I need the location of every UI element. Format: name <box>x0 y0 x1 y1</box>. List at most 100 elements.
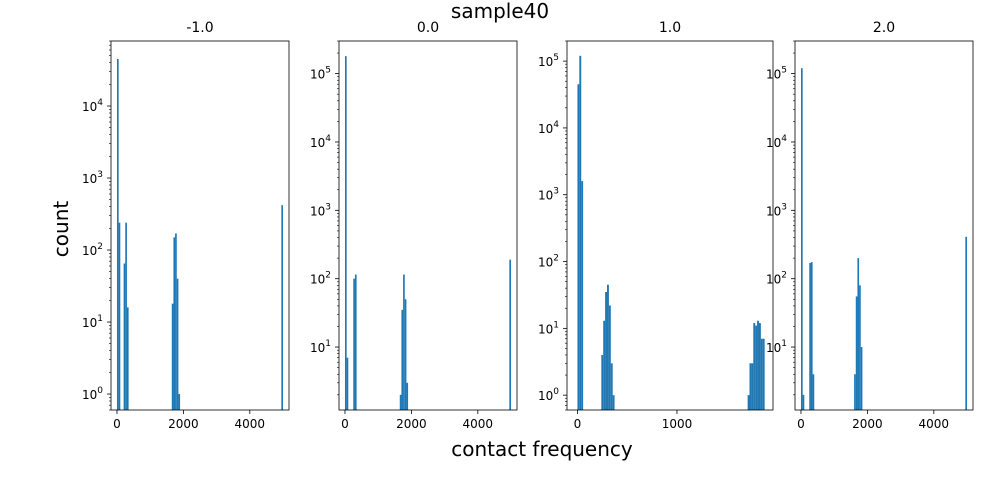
histogram-bar <box>118 222 121 410</box>
histogram-bar <box>603 320 606 410</box>
histogram-bar <box>755 325 758 410</box>
histogram-bar <box>753 323 756 410</box>
subplots: -1.0 0 2000 4000 100 101 102 103 104 0.0 0 2000 4000… <box>82 20 974 431</box>
histogram-bar <box>607 284 609 410</box>
x-tick-label: 2000 <box>852 417 883 431</box>
histogram-bar <box>577 84 580 410</box>
histogram-bar <box>751 363 754 410</box>
histogram-bar <box>608 305 611 410</box>
axes-frame <box>110 40 290 411</box>
histogram-bar <box>125 222 127 410</box>
x-tick-label: 0 <box>574 417 582 431</box>
histogram-bar <box>812 374 815 410</box>
histogram-bar <box>175 233 177 410</box>
histogram-bar <box>857 258 860 410</box>
histogram-bar <box>810 262 813 410</box>
histogram-bar <box>399 394 402 410</box>
histogram-bar <box>749 363 752 410</box>
y-tick-label: 105 <box>538 53 559 69</box>
histogram-bar <box>612 395 615 410</box>
x-tick-label: 0 <box>113 417 121 431</box>
histogram-bar <box>178 394 181 410</box>
y-tick-label: 101 <box>310 339 331 355</box>
y-tick-label: 104 <box>82 98 103 114</box>
histogram-bar <box>171 303 174 410</box>
histogram-bar <box>401 309 404 410</box>
histogram-bar <box>173 237 176 410</box>
histogram-bar <box>965 236 968 410</box>
histogram-bar <box>176 278 179 410</box>
subplot-title: 0.0 <box>417 20 439 36</box>
y-tick-label: 101 <box>766 339 787 355</box>
y-tick-label: 105 <box>766 66 787 82</box>
histogram-bar <box>509 259 512 410</box>
subplot-title: 1.0 <box>659 20 681 36</box>
x-tick-label: 0 <box>341 417 349 431</box>
histogram-bar <box>800 68 803 410</box>
histogram-bar <box>126 307 129 410</box>
x-tick-label: 2000 <box>396 417 427 431</box>
x-tick-label: 0 <box>797 417 805 431</box>
x-tick-label: 2000 <box>168 417 199 431</box>
y-tick-label: 104 <box>766 134 787 150</box>
histogram-bar <box>747 395 750 410</box>
histogram-bar <box>610 363 613 410</box>
histogram-bar <box>855 296 858 410</box>
subplot-title: -1.0 <box>186 20 213 36</box>
histogram-bar <box>760 338 763 410</box>
axes-frame <box>566 40 774 411</box>
y-tick-label: 101 <box>82 314 103 330</box>
y-tick-label: 105 <box>310 66 331 82</box>
histogram-bar <box>403 274 405 410</box>
y-tick-label: 102 <box>538 254 559 270</box>
y-tick-label: 103 <box>82 170 103 186</box>
histogram-bar <box>854 374 856 410</box>
histogram-bar <box>354 274 357 410</box>
histogram-bar <box>406 382 409 410</box>
subplot: 2.0 0 2000 4000 101 102 103 104 105 <box>766 20 974 431</box>
y-tick-label: 100 <box>82 386 103 402</box>
y-tick-label: 101 <box>538 320 559 336</box>
y-tick-label: 103 <box>766 202 787 218</box>
subplot: 0.0 0 2000 4000 101 102 103 104 105 <box>310 20 518 431</box>
subplot: -1.0 0 2000 4000 100 101 102 103 104 <box>82 20 290 431</box>
histogram-bar <box>281 205 284 410</box>
y-tick-label: 100 <box>538 387 559 403</box>
subplot: 1.0 0 1000 100 101 102 103 104 105 <box>538 20 774 431</box>
histogram-bar <box>809 262 811 410</box>
x-tick-label: 4000 <box>919 417 950 431</box>
y-axis-label: count <box>49 201 73 258</box>
histogram-bar <box>579 55 582 410</box>
histogram-bar <box>353 278 355 410</box>
histogram-bar <box>802 394 805 410</box>
y-tick-label: 102 <box>82 242 103 258</box>
figure-title: sample40 <box>451 0 549 23</box>
y-tick-label: 104 <box>310 134 331 150</box>
subplot-title: 2.0 <box>873 20 895 36</box>
histogram-bar <box>344 56 347 411</box>
histogram-bar <box>605 292 607 410</box>
histogram-bar <box>758 323 761 410</box>
x-tick-label: 1000 <box>662 417 693 431</box>
y-tick-label: 102 <box>310 271 331 287</box>
x-tick-label: 4000 <box>463 417 494 431</box>
axes-frame <box>794 40 974 411</box>
y-tick-label: 102 <box>766 271 787 287</box>
histogram-bar <box>762 338 765 410</box>
histogram-bar <box>404 299 407 410</box>
histogram-bar <box>757 320 759 410</box>
y-tick-label: 103 <box>538 187 559 203</box>
x-axis-label: contact frequency <box>451 437 633 461</box>
axes-frame <box>338 40 518 411</box>
histogram-bar <box>116 58 119 411</box>
histogram-bar <box>601 354 604 410</box>
y-tick-label: 103 <box>310 202 331 218</box>
histogram-bar <box>860 347 863 410</box>
histogram-bar <box>123 263 126 410</box>
histogram-bar <box>581 181 584 410</box>
histogram-bar <box>859 285 861 410</box>
x-tick-label: 4000 <box>235 417 266 431</box>
y-tick-label: 104 <box>538 120 559 136</box>
histogram-bar <box>346 357 349 410</box>
